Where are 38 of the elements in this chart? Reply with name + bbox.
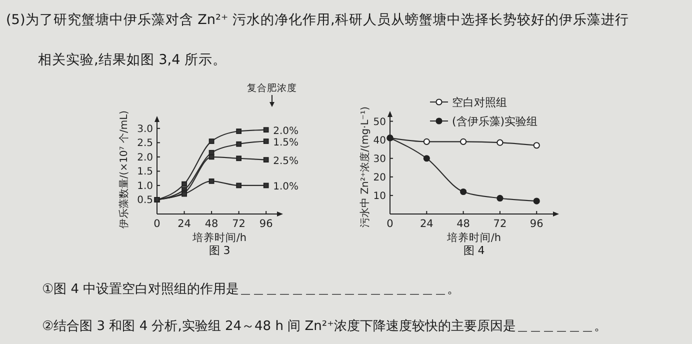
legend-label: 空白对照组 xyxy=(452,96,507,109)
series-label: 1.0% xyxy=(273,181,298,192)
legend-title: 复合肥浓度 xyxy=(247,82,297,94)
x-tick-label: 48 xyxy=(456,218,470,230)
y-tick-label: 3.0 xyxy=(137,124,153,135)
x-tick-label: 48 xyxy=(204,218,218,230)
caption: 图 4 xyxy=(463,244,485,257)
x-tick-label: 24 xyxy=(178,218,192,230)
x-tick-label: 24 xyxy=(420,218,434,230)
caption: 图 3 xyxy=(208,244,230,257)
series-label: 2.0% xyxy=(273,126,298,137)
text: 相关实验,结果如图 3,4 所示。 xyxy=(38,52,227,68)
y-tick-label: 30 xyxy=(373,154,386,165)
y-tick-label: 20 xyxy=(373,172,386,184)
text: (5)为了研究蟹塘中伊乐藻对含 Zn²⁺ 污水的净化作用,科研人员从螃蟹塘中选择长势较好的伊乐藻进行 xyxy=(6,12,629,28)
legend-label: (含伊乐藻)实验组 xyxy=(452,115,538,128)
x-axis-title: 培养时间/h xyxy=(446,231,502,244)
y-tick-label: 10 xyxy=(373,190,386,202)
y-tick-label: 1.5 xyxy=(137,166,153,178)
x-tick-label: 96 xyxy=(530,218,544,230)
y-axis-title: 污水中 Zn²⁺浓度/(mg·L⁻¹) xyxy=(359,106,371,228)
series-label: 1.5% xyxy=(273,137,298,148)
y-tick-label: 2.5 xyxy=(137,138,153,150)
series-label: 2.5% xyxy=(273,156,298,167)
y-tick-label: 1.0 xyxy=(137,180,153,192)
x-tick-label: 0 xyxy=(154,218,160,230)
x-tick-label: 96 xyxy=(259,218,274,230)
x-axis-title: 培养时间/h xyxy=(191,231,247,244)
text: ②结合图 3 和图 4 分析,实验组 24～48 h 间 Zn²⁺浓度下降速度较快的主要原因是＿＿＿＿＿＿。 xyxy=(42,318,607,334)
y-tick-label: 50 xyxy=(373,116,386,128)
y-tick-label: 2.0 xyxy=(137,152,153,164)
x-tick-label: 0 xyxy=(386,218,394,230)
x-tick-label: 72 xyxy=(232,218,246,230)
y-tick-label: 0.5 xyxy=(137,195,153,206)
y-tick-label: 40 xyxy=(373,135,386,146)
x-tick-label: 72 xyxy=(493,218,507,230)
y-axis-title: 伊乐藻数量/(×10⁷ 个/mL) xyxy=(118,110,130,229)
text: ①图 4 中设置空白对照组的作用是＿＿＿＿＿＿＿＿＿＿＿＿＿＿＿＿。 xyxy=(42,282,460,297)
